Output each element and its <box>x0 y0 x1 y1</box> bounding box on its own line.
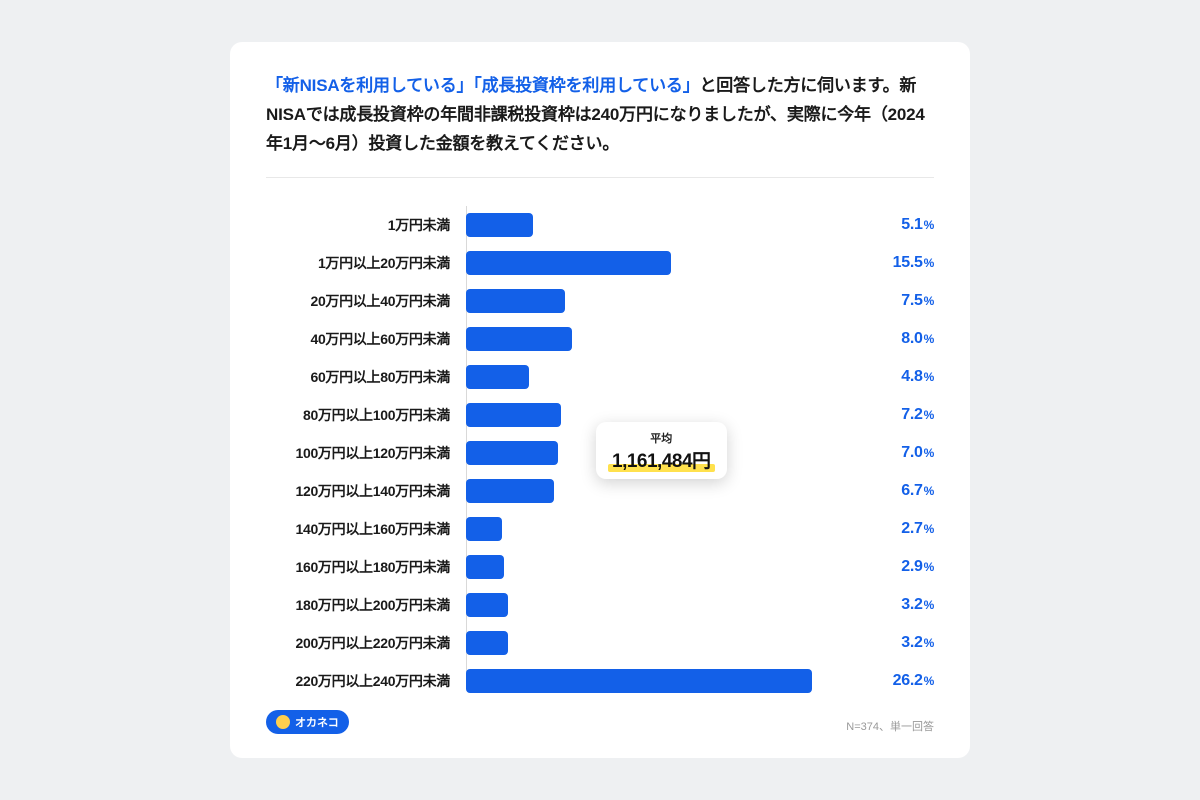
bar <box>466 403 561 427</box>
bar-value: 3.2% <box>862 596 934 614</box>
bar-row: 100万円以上120万円未満平均1,161,484円7.0% <box>266 434 934 472</box>
bar-label: 100万円以上120万円未満 <box>266 443 466 463</box>
bar-cell <box>466 586 862 624</box>
bar-cell <box>466 548 862 586</box>
brand-cat-icon <box>276 715 290 729</box>
bar-row: 220万円以上240万円未満 26.2% <box>266 662 934 700</box>
bar <box>466 593 508 617</box>
average-badge: 平均1,161,484円 <box>596 422 727 479</box>
bar-value: 7.2% <box>862 406 934 424</box>
bar-label: 160万円以上180万円未満 <box>266 557 466 577</box>
average-label: 平均 <box>610 430 713 446</box>
bar-cell <box>466 358 862 396</box>
bar-row: 180万円以上200万円未満 3.2% <box>266 586 934 624</box>
bar-row: 60万円以上80万円未満 4.8% <box>266 358 934 396</box>
bar-row: 40万円以上60万円未満 8.0% <box>266 320 934 358</box>
bar-label: 200万円以上220万円未満 <box>266 633 466 653</box>
bar-row: 1万円以上20万円未満 15.5% <box>266 244 934 282</box>
bar-label: 1万円未満 <box>266 215 466 235</box>
bar-label: 140万円以上160万円未満 <box>266 519 466 539</box>
bar-rows: 1万円未満 5.1% 1万円以上20万円未満 15.5% 20万円以上40万円未満 7.5… <box>266 206 934 700</box>
brand-badge: オカネコ <box>266 710 349 734</box>
bar <box>466 555 504 579</box>
bar-label: 40万円以上60万円未満 <box>266 329 466 349</box>
bar <box>466 213 533 237</box>
bar <box>466 517 502 541</box>
chart-area: 1万円未満 5.1% 1万円以上20万円未満 15.5% 20万円以上40万円未満 7.5… <box>266 206 934 700</box>
bar <box>466 289 565 313</box>
bar-label: 220万円以上240万円未満 <box>266 671 466 691</box>
bar-label: 80万円以上100万円未満 <box>266 405 466 425</box>
bar-cell <box>466 510 862 548</box>
footer: オカネコ N=374、単一回答 <box>266 710 934 734</box>
bar-value: 6.7% <box>862 482 934 500</box>
brand-label: オカネコ <box>295 714 339 730</box>
bar-label: 20万円以上40万円未満 <box>266 291 466 311</box>
bar-label: 1万円以上20万円未満 <box>266 253 466 273</box>
bar-label: 60万円以上80万円未満 <box>266 367 466 387</box>
bar-value: 4.8% <box>862 368 934 386</box>
bar-label: 180万円以上200万円未満 <box>266 595 466 615</box>
bar-row: 1万円未満 5.1% <box>266 206 934 244</box>
bar-cell <box>466 662 862 700</box>
bar-cell <box>466 282 862 320</box>
bar-cell <box>466 624 862 662</box>
bar-cell <box>466 206 862 244</box>
bar-value: 2.9% <box>862 558 934 576</box>
bar <box>466 479 554 503</box>
bar-row: 20万円以上40万円未満 7.5% <box>266 282 934 320</box>
bar <box>466 365 529 389</box>
bar <box>466 669 812 693</box>
bar-label: 120万円以上140万円未満 <box>266 481 466 501</box>
bar-row: 200万円以上220万円未満 3.2% <box>266 624 934 662</box>
title-box: 「新NISAを利用している」「成長投資枠を利用している」と回答した方に伺います。… <box>266 72 934 178</box>
bar-cell <box>466 244 862 282</box>
bar <box>466 251 671 275</box>
bar-value: 2.7% <box>862 520 934 538</box>
bar-value: 5.1% <box>862 216 934 234</box>
bar <box>466 631 508 655</box>
survey-card: 「新NISAを利用している」「成長投資枠を利用している」と回答した方に伺います。… <box>230 42 970 758</box>
bar-value: 3.2% <box>862 634 934 652</box>
bar-value: 15.5% <box>862 254 934 272</box>
title-highlight: 「新NISAを利用している」「成長投資枠を利用している」 <box>266 76 700 95</box>
bar <box>466 441 558 465</box>
bar <box>466 327 572 351</box>
survey-title: 「新NISAを利用している」「成長投資枠を利用している」と回答した方に伺います。… <box>266 72 934 159</box>
bar-value: 8.0% <box>862 330 934 348</box>
bar-row: 160万円以上180万円未満 2.9% <box>266 548 934 586</box>
bar-value: 7.0% <box>862 444 934 462</box>
bar-cell <box>466 320 862 358</box>
bar-cell: 平均1,161,484円 <box>466 434 862 472</box>
bar-row: 140万円以上160万円未満 2.7% <box>266 510 934 548</box>
bar-value: 26.2% <box>862 672 934 690</box>
average-value: 1,161,484円 <box>610 446 713 473</box>
sample-note: N=374、単一回答 <box>846 718 934 734</box>
bar-value: 7.5% <box>862 292 934 310</box>
